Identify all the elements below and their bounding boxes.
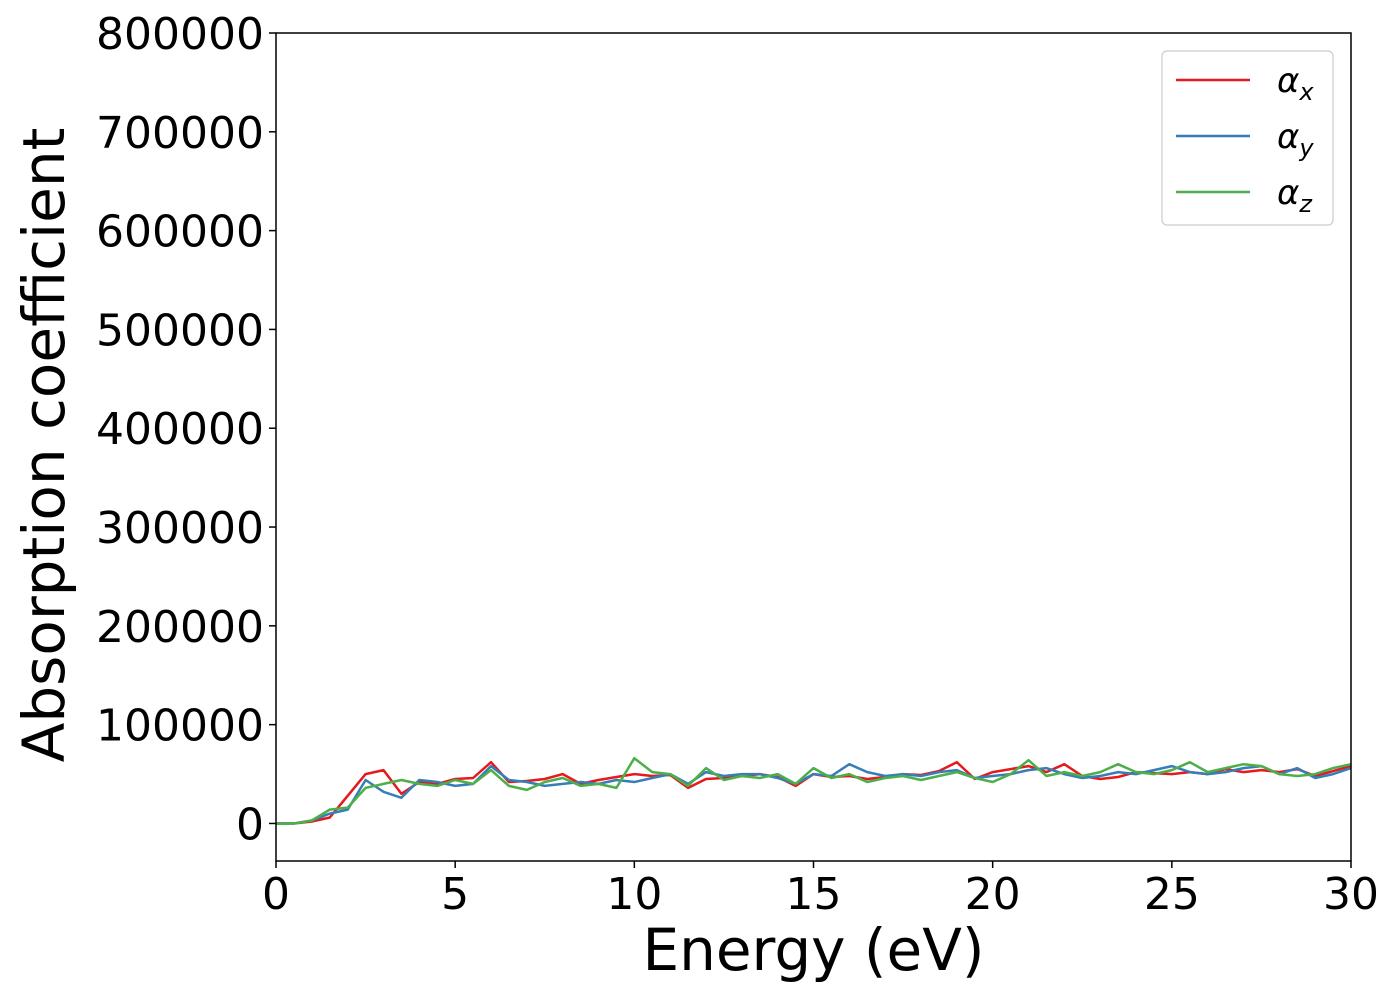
legend-symbol: α	[1277, 61, 1299, 101]
y-tick-label: 500000	[96, 305, 264, 356]
legend-subscript: z	[1298, 190, 1313, 218]
legend-symbol: α	[1277, 117, 1299, 157]
y-tick-label: 700000	[96, 108, 264, 159]
x-tick-label: 30	[1323, 869, 1379, 920]
legend-label-y: αy	[1277, 117, 1314, 162]
x-tick-label: 25	[1144, 869, 1200, 920]
y-tick-label: 400000	[96, 404, 264, 455]
x-tick-label: 15	[786, 869, 842, 920]
x-tick-label: 20	[965, 869, 1021, 920]
y-tick-label: 200000	[96, 602, 264, 653]
y-tick-label: 100000	[96, 701, 264, 752]
legend-box	[1161, 50, 1334, 226]
legend-label-z: αz	[1277, 173, 1313, 218]
y-axis-title: Absorption coefficient	[10, 128, 78, 763]
x-tick-label: 0	[262, 869, 290, 920]
legend-symbol: α	[1277, 173, 1299, 213]
y-tick-label: 0	[236, 799, 264, 850]
legend-subscript: x	[1298, 78, 1314, 106]
legend-label-x: αx	[1277, 61, 1314, 106]
series-line-z	[276, 756, 1352, 825]
series-lines	[276, 756, 1352, 825]
x-axis-title: Energy (eV)	[642, 916, 984, 984]
series-line-y	[276, 762, 1352, 825]
y-axis: 0 100000 200000 300000 400000 500000 600000 700…	[96, 9, 276, 850]
y-tick-label: 300000	[96, 503, 264, 554]
x-tick-label: 10	[606, 869, 662, 920]
legend-subscript: y	[1298, 134, 1314, 162]
x-tick-label: 5	[441, 869, 469, 920]
x-axis: 0 5 10 15 20 25 30	[262, 861, 1379, 920]
y-tick-label: 600000	[96, 207, 264, 258]
y-tick-label: 800000	[96, 9, 264, 60]
